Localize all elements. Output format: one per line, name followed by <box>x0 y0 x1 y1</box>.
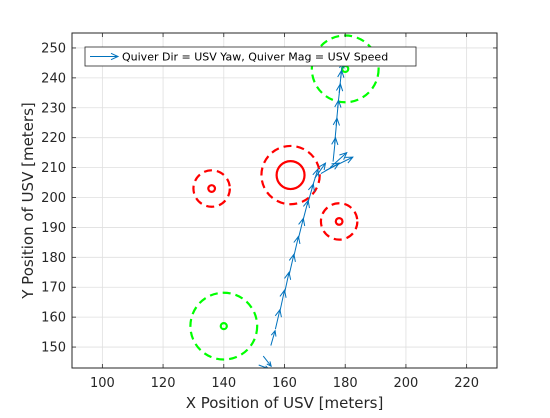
quiver-arrow-shaft <box>314 162 326 179</box>
quiver-arrow-shaft <box>311 168 319 189</box>
safety-radius-circle <box>192 169 231 208</box>
quiver-arrow <box>311 167 320 189</box>
y-axis-label: Y Position of USV [meters] <box>19 102 37 300</box>
y-tick-label: 230 <box>41 101 66 116</box>
safety-radius-circle <box>189 291 259 361</box>
x-axis-label: X Position of USV [meters] <box>186 394 384 412</box>
tick-labels: 100 120 140 160 180 200 220 150 160 170 180 190 200 2… <box>41 41 479 391</box>
y-tick-label: 220 <box>41 131 66 146</box>
y-tick-label: 150 <box>41 341 66 356</box>
y-tick-label: 200 <box>41 191 66 206</box>
quiver-arrow-shaft <box>270 330 276 346</box>
quiver-arrow-head <box>284 271 292 280</box>
marker-circle <box>334 216 344 226</box>
quiver-arrow-shaft <box>284 272 290 294</box>
y-tick-label: 190 <box>41 221 66 236</box>
grid <box>72 33 497 368</box>
y-tick-label: 210 <box>41 161 66 176</box>
quiver-arrow-head <box>265 365 269 368</box>
x-tick-label: 160 <box>272 376 297 391</box>
marker-circle <box>207 184 217 193</box>
quiver-arrow-head <box>312 167 320 177</box>
plot-data <box>189 34 380 368</box>
quiver-arrow <box>262 355 272 368</box>
quiver-arrow-shaft <box>262 355 272 367</box>
safety-radius-circle <box>319 202 359 241</box>
x-tick-label: 100 <box>90 376 115 391</box>
y-tick-label: 250 <box>41 41 66 56</box>
marker-circle <box>219 321 228 331</box>
x-tick-label: 120 <box>151 376 176 391</box>
y-tick-label: 240 <box>41 71 66 86</box>
quiver-arrow <box>314 162 327 179</box>
quiver-arrow <box>284 271 292 294</box>
y-tick-label: 170 <box>41 281 66 296</box>
y-tick-label: 180 <box>41 251 66 266</box>
quiver-arrow-head <box>319 162 327 171</box>
marker-circle <box>275 160 306 191</box>
safety-radius-circle <box>260 144 321 206</box>
legend: Quiver Dir = USV Yaw, Quiver Mag = USV S… <box>84 46 417 67</box>
quiver-arrow-head <box>279 289 287 298</box>
legend-arrow <box>90 52 120 61</box>
x-tick-label: 220 <box>454 376 479 391</box>
quiver-arrow-shaft <box>279 290 285 312</box>
quiver-arrow-shaft <box>329 152 348 168</box>
legend-entry-quiver: Quiver Dir = USV Yaw, Quiver Mag = USV S… <box>122 51 388 64</box>
quiver-arrow <box>279 289 287 312</box>
x-tick-label: 200 <box>394 376 419 391</box>
quiver-arrow-head <box>345 156 354 164</box>
legend-arrow-head <box>110 52 120 61</box>
quiver-arrow-shaft <box>288 254 295 276</box>
quiver-arrow-shaft <box>293 236 299 258</box>
quiver-arrow-shaft <box>297 218 304 240</box>
quiver-arrow <box>329 151 348 168</box>
legend-box <box>84 46 417 67</box>
y-tick-label: 160 <box>41 311 66 326</box>
ticks <box>72 33 497 368</box>
quiver-arrow-head <box>266 361 272 368</box>
quiver-arrow-shaft <box>274 309 281 330</box>
quiver-arrow-shaft <box>325 156 354 172</box>
quiver-arrow <box>270 329 277 346</box>
x-tick-label: 180 <box>333 376 358 391</box>
quiver-arrow-head <box>339 151 348 160</box>
quiver-arrow-head <box>270 329 277 337</box>
quiver-arrow <box>325 156 354 172</box>
x-tick-label: 140 <box>211 376 236 391</box>
legend-quiver-sample <box>90 52 120 61</box>
